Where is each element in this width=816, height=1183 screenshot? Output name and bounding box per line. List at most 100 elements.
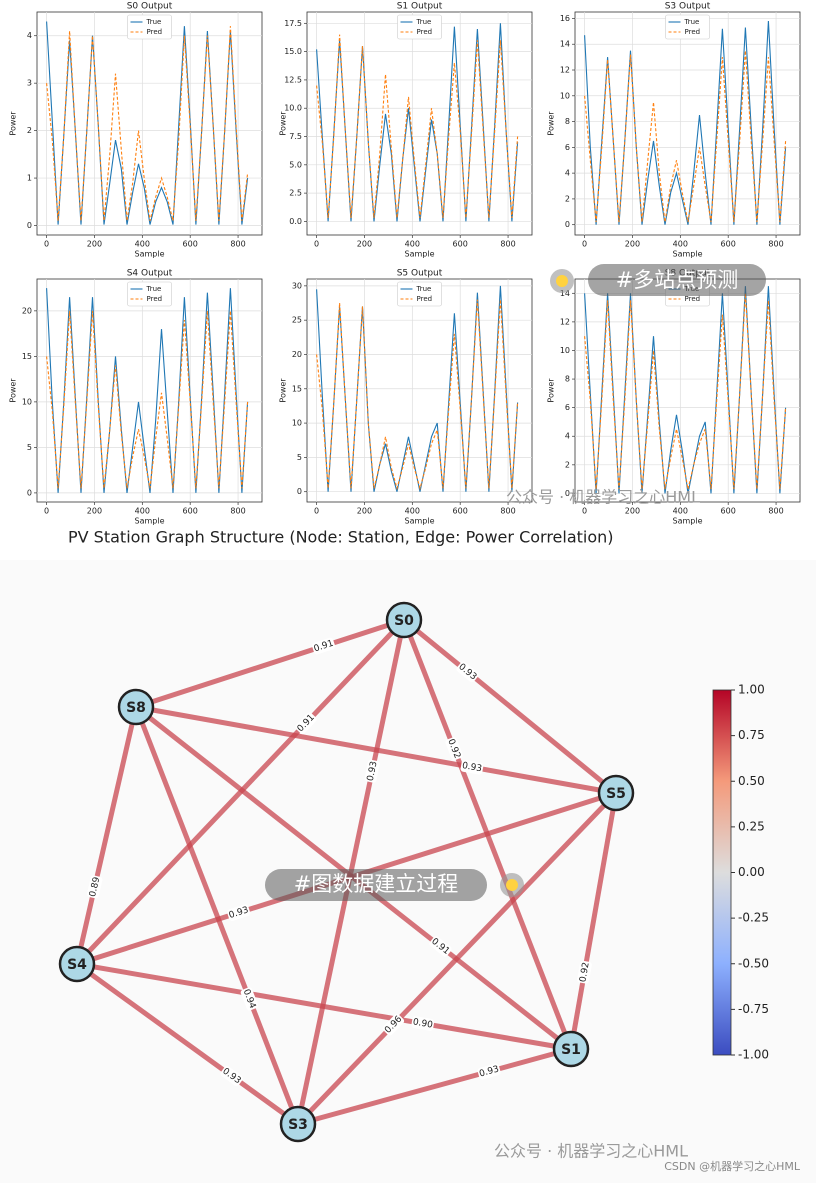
colorbar-tick-label: -1.00 bbox=[738, 1048, 769, 1062]
x-axis-label: Sample bbox=[405, 250, 435, 259]
y-tick-label: 15 bbox=[292, 384, 302, 393]
edge-label-bg bbox=[477, 1063, 501, 1080]
tag-text: #图数据建立过程 bbox=[294, 872, 459, 896]
edge-label-group: 0.92 bbox=[577, 960, 592, 984]
y-tick-label: 12.5 bbox=[284, 75, 302, 84]
series-line bbox=[316, 299, 519, 491]
y-tick-label: 4 bbox=[565, 432, 570, 441]
node bbox=[552, 1030, 590, 1068]
tag-dot bbox=[556, 275, 568, 287]
graph-title: PV Station Graph Structure (Node: Statio… bbox=[68, 528, 614, 547]
x-tick-label: 600 bbox=[183, 240, 198, 249]
legend-box bbox=[665, 14, 710, 40]
legend-box bbox=[397, 14, 442, 40]
y-tick-label: 2 bbox=[565, 194, 570, 203]
y-tick-label: 14 bbox=[560, 40, 570, 49]
legend-label: Pred bbox=[417, 28, 433, 36]
y-tick-label: 10.0 bbox=[284, 104, 302, 113]
edge bbox=[74, 706, 139, 965]
legend-label: True bbox=[416, 18, 432, 26]
y-axis-label: Power bbox=[279, 111, 288, 136]
y-tick-label: 10 bbox=[292, 419, 302, 428]
legend-label: Pred bbox=[417, 295, 433, 303]
x-tick-label: 400 bbox=[405, 240, 420, 249]
y-tick-label: 6 bbox=[565, 403, 570, 412]
x-tick-label: 200 bbox=[87, 507, 102, 516]
y-tick-label: 12 bbox=[560, 317, 570, 326]
y-tick-label: 17.5 bbox=[284, 19, 302, 28]
edge-label-bg bbox=[240, 987, 259, 1011]
x-tick-label: 400 bbox=[673, 240, 688, 249]
chart-title: S5 Output bbox=[397, 269, 443, 279]
edge-label-group: 0.93 bbox=[460, 759, 484, 775]
edge bbox=[135, 704, 617, 796]
plot-area bbox=[574, 11, 801, 236]
legend-box bbox=[127, 14, 172, 40]
y-tick-label: 0 bbox=[297, 487, 302, 496]
y-tick-label: 12 bbox=[560, 66, 570, 75]
y-tick-label: 5 bbox=[27, 443, 32, 452]
edge-label-group: 0.93 bbox=[227, 904, 251, 921]
edge-label-group: 0.91 bbox=[312, 637, 336, 654]
edge-label-group: 0.89 bbox=[86, 875, 103, 899]
legend-label: Pred bbox=[147, 295, 163, 303]
legend-label: Pred bbox=[685, 28, 701, 36]
edge-label-bg bbox=[295, 712, 317, 735]
node bbox=[117, 688, 155, 726]
y-tick-label: 15 bbox=[22, 352, 32, 361]
edge-label-bg bbox=[364, 759, 380, 783]
legend-label: True bbox=[684, 18, 700, 26]
edge-label: 0.92 bbox=[578, 962, 591, 983]
legend-box bbox=[397, 281, 442, 307]
colorbar-tick-label: -0.75 bbox=[738, 1002, 769, 1016]
series-line bbox=[584, 293, 787, 490]
legend-label: True bbox=[146, 285, 162, 293]
y-axis-label: Power bbox=[9, 378, 18, 403]
x-tick-label: 800 bbox=[500, 507, 515, 516]
x-tick-label: 600 bbox=[453, 240, 468, 249]
tag-pill bbox=[265, 869, 487, 901]
chart-title: S0 Output bbox=[127, 2, 173, 12]
y-tick-label: 0 bbox=[27, 488, 32, 497]
x-tick-label: 0 bbox=[314, 507, 319, 516]
y-axis-label: Power bbox=[279, 378, 288, 403]
x-tick-label: 800 bbox=[230, 240, 245, 249]
y-tick-label: 0 bbox=[565, 489, 570, 498]
y-tick-label: 5 bbox=[297, 453, 302, 462]
x-axis-label: Sample bbox=[135, 517, 165, 526]
y-axis-label: Power bbox=[9, 111, 18, 136]
y-tick-label: 1 bbox=[27, 174, 32, 183]
y-tick-label: 20 bbox=[22, 306, 32, 315]
x-tick-label: 400 bbox=[673, 507, 688, 516]
x-tick-label: 200 bbox=[357, 240, 372, 249]
y-tick-label: 4 bbox=[27, 31, 32, 40]
watermark: 公众号 · 机器学习之心HML bbox=[494, 1142, 688, 1161]
y-tick-label: 15.0 bbox=[284, 47, 302, 56]
chart-title: S3 Output bbox=[665, 2, 711, 12]
y-tick-label: 0 bbox=[27, 221, 32, 230]
node-label: S8 bbox=[126, 700, 146, 716]
y-tick-label: 5.0 bbox=[289, 160, 302, 169]
legend-label: True bbox=[146, 18, 162, 26]
y-tick-label: 0 bbox=[565, 220, 570, 229]
node bbox=[58, 945, 96, 983]
x-tick-label: 0 bbox=[314, 240, 319, 249]
colorbar-tick-label: 0.50 bbox=[738, 774, 765, 788]
tag-pill bbox=[588, 264, 766, 296]
series-line bbox=[316, 34, 519, 219]
x-tick-label: 400 bbox=[135, 240, 150, 249]
edge-label: 0.93 bbox=[461, 761, 482, 774]
edge-label-bg bbox=[456, 661, 479, 683]
edge-label: 0.93 bbox=[366, 760, 380, 782]
y-tick-label: 0.0 bbox=[289, 217, 302, 226]
colorbar-tick-label: -0.50 bbox=[738, 956, 769, 970]
x-tick-label: 600 bbox=[453, 507, 468, 516]
y-tick-label: 3 bbox=[27, 79, 32, 88]
colorbar bbox=[712, 689, 732, 1056]
edge-label-group: 0.93 bbox=[364, 759, 380, 783]
plot-area bbox=[306, 278, 533, 503]
x-tick-label: 200 bbox=[357, 507, 372, 516]
y-tick-label: 10 bbox=[22, 397, 32, 406]
x-tick-label: 400 bbox=[405, 507, 420, 516]
y-axis-label: Power bbox=[547, 111, 556, 136]
